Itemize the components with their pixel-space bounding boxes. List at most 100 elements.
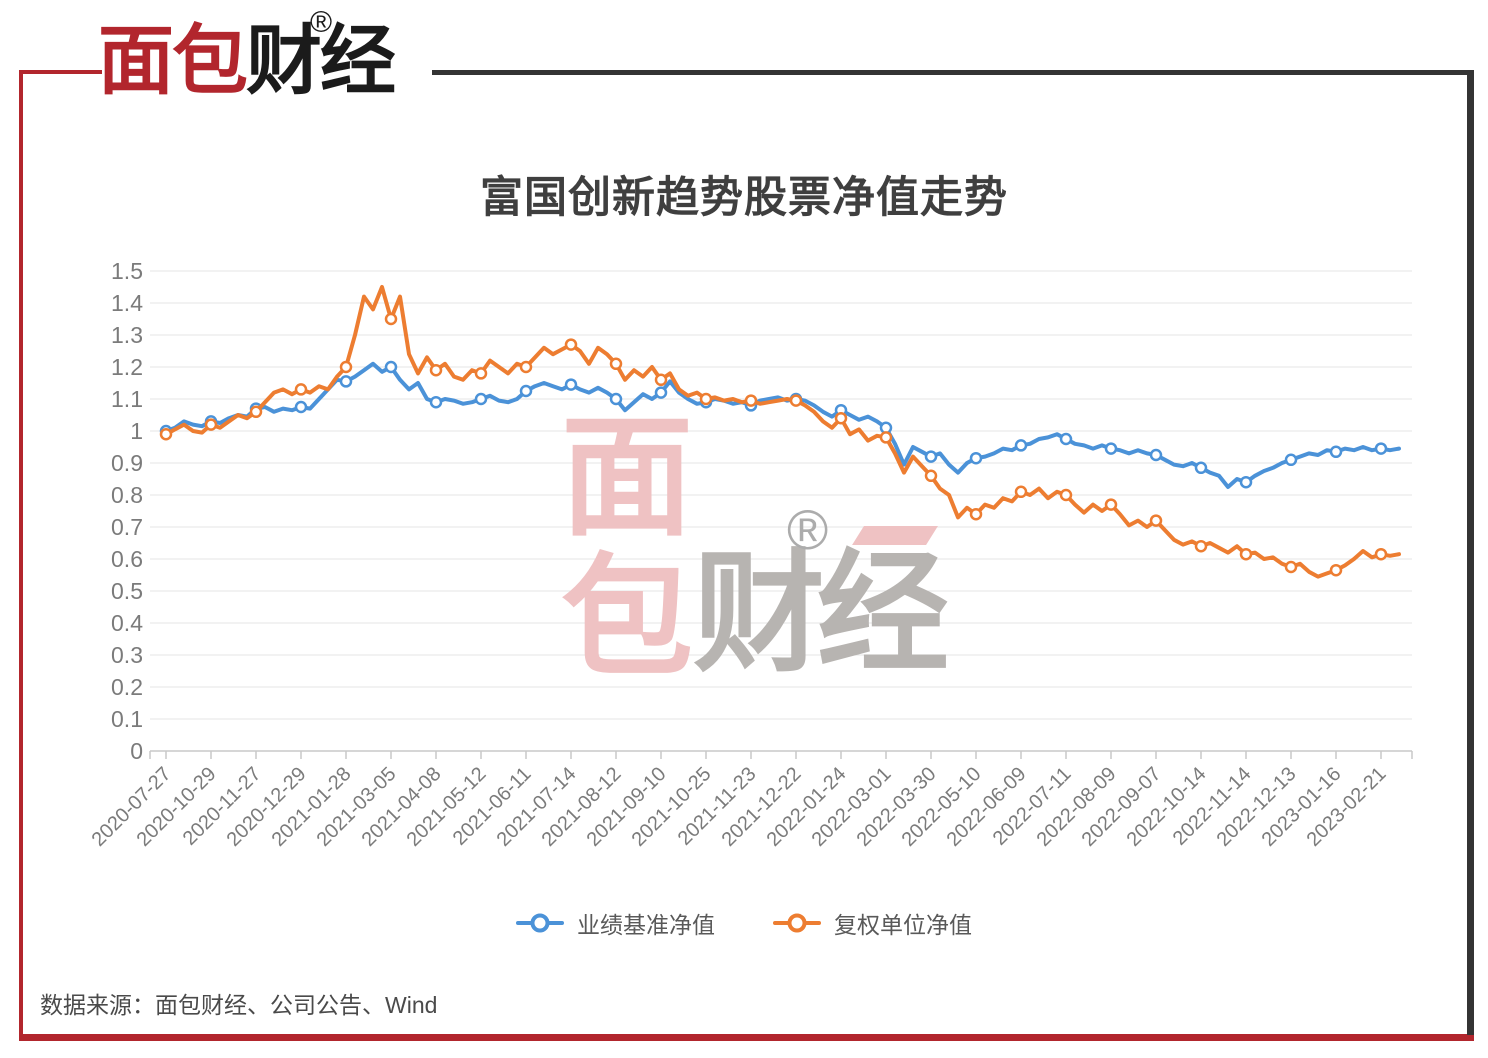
series-marker bbox=[1329, 445, 1343, 459]
series-marker bbox=[474, 392, 488, 406]
svg-text:0: 0 bbox=[130, 738, 143, 764]
svg-text:2020-07-27: 2020-07-27 bbox=[88, 763, 176, 851]
series-marker bbox=[969, 507, 983, 521]
chart-title: 富国创新趋势股票净值走势 bbox=[480, 174, 1008, 222]
series-marker bbox=[1239, 475, 1253, 489]
series-marker bbox=[744, 394, 758, 407]
watermark-char-mian: 面 bbox=[561, 404, 693, 551]
svg-text:0.7: 0.7 bbox=[111, 514, 143, 540]
svg-text:2021-06-11: 2021-06-11 bbox=[449, 763, 536, 850]
svg-text:2022-01-24: 2022-01-24 bbox=[763, 763, 851, 851]
svg-text:2022-08-09: 2022-08-09 bbox=[1033, 763, 1121, 851]
svg-text:2021-09-10: 2021-09-10 bbox=[583, 763, 671, 851]
svg-text:2022-07-11: 2022-07-11 bbox=[989, 763, 1076, 850]
series-marker bbox=[1329, 563, 1343, 577]
frame-bottom-red-line bbox=[19, 1034, 1474, 1041]
series-marker bbox=[1059, 488, 1073, 502]
series-marker bbox=[249, 402, 263, 415]
series-marker bbox=[1194, 539, 1208, 553]
series-marker bbox=[159, 424, 173, 438]
series-marker bbox=[564, 378, 578, 391]
svg-text:1.5: 1.5 bbox=[111, 258, 143, 284]
series-marker bbox=[1014, 439, 1028, 452]
svg-text:0.5: 0.5 bbox=[111, 578, 143, 604]
series-marker bbox=[789, 392, 803, 406]
legend-item-adjusted-nav[interactable]: 复权单位净值 bbox=[773, 906, 972, 940]
legend-label-adjusted-nav: 复权单位净值 bbox=[834, 912, 972, 938]
series-marker bbox=[1194, 461, 1208, 475]
series-marker bbox=[429, 395, 443, 409]
svg-text:0.3: 0.3 bbox=[111, 642, 143, 668]
watermark-accent-bar bbox=[852, 526, 938, 545]
svg-text:2022-12-13: 2022-12-13 bbox=[1213, 763, 1301, 851]
svg-text:2021-11-23: 2021-11-23 bbox=[674, 763, 761, 850]
series-marker bbox=[204, 418, 218, 431]
svg-text:0.2: 0.2 bbox=[111, 674, 143, 700]
series-marker bbox=[1149, 514, 1163, 527]
brand-logo: 面包 财经 ® bbox=[98, 6, 396, 114]
series-marker bbox=[384, 312, 398, 326]
svg-text:2023-01-16: 2023-01-16 bbox=[1258, 763, 1346, 851]
series-marker bbox=[159, 427, 173, 441]
svg-text:1: 1 bbox=[130, 418, 143, 444]
series-marker bbox=[1149, 448, 1163, 462]
chart-legend: 业绩基准净值 复权单位净值 bbox=[0, 906, 1488, 940]
svg-text:2023-02-21: 2023-02-21 bbox=[1303, 763, 1391, 851]
svg-text:2021-04-08: 2021-04-08 bbox=[358, 763, 446, 851]
adjusted-nav-line-marker-icon bbox=[773, 913, 821, 933]
svg-text:2021-08-12: 2021-08-12 bbox=[538, 763, 626, 851]
svg-text:0.1: 0.1 bbox=[111, 706, 143, 732]
series-marker bbox=[519, 384, 533, 398]
series-marker bbox=[654, 373, 668, 387]
series-marker bbox=[969, 451, 983, 465]
svg-text:2022-06-09: 2022-06-09 bbox=[943, 763, 1031, 851]
series-marker bbox=[609, 357, 623, 371]
logo-text-red: 面包 bbox=[98, 19, 248, 104]
series-marker bbox=[339, 360, 353, 374]
svg-text:2022-09-07: 2022-09-07 bbox=[1078, 763, 1166, 851]
series-marker bbox=[609, 392, 623, 406]
series-marker bbox=[1059, 432, 1073, 446]
series-marker bbox=[1284, 453, 1298, 467]
legend-item-benchmark[interactable]: 业绩基准净值 bbox=[516, 906, 715, 940]
svg-text:0.9: 0.9 bbox=[111, 450, 143, 476]
svg-text:2020-10-29: 2020-10-29 bbox=[133, 763, 221, 851]
series-marker bbox=[1374, 547, 1388, 561]
svg-text:2021-03-05: 2021-03-05 bbox=[313, 763, 401, 851]
series-marker bbox=[699, 392, 713, 406]
series-marker bbox=[294, 383, 308, 396]
svg-text:2022-03-01: 2022-03-01 bbox=[808, 763, 896, 851]
series-marker bbox=[789, 394, 803, 407]
benchmark-line-marker-icon bbox=[516, 913, 564, 933]
svg-text:2022-11-14: 2022-11-14 bbox=[1169, 763, 1256, 850]
frame-top-right-dark-line bbox=[432, 70, 1474, 75]
series-marker bbox=[204, 415, 218, 428]
series-marker bbox=[1374, 442, 1388, 455]
series-marker bbox=[1239, 547, 1253, 561]
series-marker bbox=[384, 360, 398, 374]
series-marker bbox=[1104, 498, 1118, 511]
series-marker bbox=[1104, 442, 1118, 455]
svg-text:0.4: 0.4 bbox=[111, 610, 143, 636]
svg-text:2022-05-10: 2022-05-10 bbox=[898, 763, 986, 851]
series-marker bbox=[654, 386, 668, 399]
svg-text:1.3: 1.3 bbox=[111, 322, 143, 348]
series-marker bbox=[474, 367, 488, 380]
frame-left-red-line bbox=[19, 70, 23, 1035]
watermark-chars-caijing: 财经 bbox=[693, 540, 949, 687]
svg-text:2020-11-27: 2020-11-27 bbox=[179, 763, 266, 850]
frame-top-left-red-line bbox=[19, 70, 102, 74]
registered-trademark-icon: ® bbox=[310, 6, 333, 39]
series-marker bbox=[564, 338, 578, 351]
svg-text:2021-01-28: 2021-01-28 bbox=[268, 763, 356, 851]
data-source-note: 数据来源：面包财经、公司公告、Wind bbox=[40, 992, 438, 1018]
svg-text:2021-10-25: 2021-10-25 bbox=[628, 763, 716, 851]
svg-text:1.1: 1.1 bbox=[111, 386, 143, 412]
series-marker bbox=[294, 400, 308, 414]
series-marker bbox=[429, 363, 443, 377]
svg-text:2020-12-29: 2020-12-29 bbox=[223, 763, 311, 851]
svg-text:2022-03-30: 2022-03-30 bbox=[853, 763, 941, 851]
svg-text:1.2: 1.2 bbox=[111, 354, 143, 380]
svg-text:0.6: 0.6 bbox=[111, 546, 143, 572]
svg-text:2021-07-14: 2021-07-14 bbox=[493, 763, 581, 851]
